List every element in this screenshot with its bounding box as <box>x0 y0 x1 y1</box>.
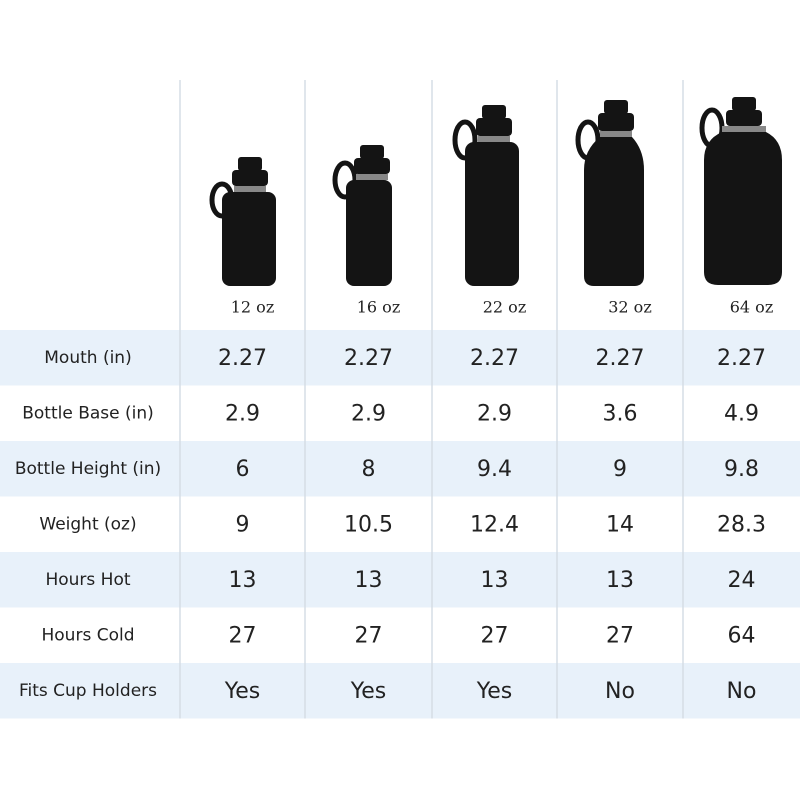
row-label: Fits Cup Holders <box>19 681 157 701</box>
cell-value: 2.27 <box>470 346 519 371</box>
cell-value: Yes <box>476 679 513 704</box>
cell-value: 9 <box>613 457 627 482</box>
column-lines <box>179 80 684 719</box>
cell-value: 27 <box>229 623 257 648</box>
cell-value: 27 <box>481 623 509 648</box>
bottle-16oz <box>332 145 392 286</box>
cell-value: 64 <box>728 623 756 648</box>
cell-value: 9 <box>236 512 250 537</box>
row-label: Hours Cold <box>42 625 135 645</box>
row-band <box>0 663 800 719</box>
row-bands <box>0 330 800 719</box>
cell-value: 27 <box>606 623 634 648</box>
cell-value: 4.9 <box>724 401 759 426</box>
bottle-64oz <box>699 97 782 285</box>
row-band <box>0 441 800 497</box>
row-label: Mouth (in) <box>44 348 131 368</box>
bottles <box>209 97 782 286</box>
column-header: 16 oz <box>357 298 401 317</box>
column-header: 32 oz <box>608 298 652 317</box>
row-label: Hours Hot <box>45 570 130 590</box>
cell-value: 13 <box>229 568 257 593</box>
cell-value: Yes <box>224 679 261 704</box>
row-label: Bottle Height (in) <box>15 459 161 479</box>
cell-value: 10.5 <box>344 512 393 537</box>
cell-value: No <box>605 679 635 704</box>
cell-value: 2.9 <box>225 401 260 426</box>
cell-value: 24 <box>728 568 756 593</box>
bottle-22oz <box>452 105 519 286</box>
cell-value: 2.27 <box>717 346 766 371</box>
cell-value: 2.9 <box>477 401 512 426</box>
column-header: 64 oz <box>730 298 774 317</box>
cell-value: 13 <box>355 568 383 593</box>
cell-value: 2.27 <box>596 346 645 371</box>
column-header: 12 oz <box>231 298 275 317</box>
row-band <box>0 552 800 608</box>
cell-value: 2.27 <box>344 346 393 371</box>
row-label: Bottle Base (in) <box>22 403 154 423</box>
cell-value: 14 <box>606 512 634 537</box>
cell-value: 13 <box>606 568 634 593</box>
cell-value: 28.3 <box>717 512 766 537</box>
table-text: Mouth (in) 2.27 2.27 2.27 2.27 2.27 Bottle Bas… <box>15 298 773 704</box>
cell-value: 2.27 <box>218 346 267 371</box>
cell-value: 3.6 <box>603 401 638 426</box>
cell-value: 12.4 <box>470 512 519 537</box>
row-band <box>0 330 800 386</box>
column-header: 22 oz <box>483 298 527 317</box>
cell-value: 27 <box>355 623 383 648</box>
cell-value: 9.8 <box>724 457 759 482</box>
bottle-32oz <box>575 100 644 286</box>
cell-value: 9.4 <box>477 457 512 482</box>
cell-value: 2.9 <box>351 401 386 426</box>
row-label: Weight (oz) <box>39 514 136 534</box>
cell-value: Yes <box>350 679 387 704</box>
cell-value: 13 <box>481 568 509 593</box>
cell-value: No <box>727 679 757 704</box>
bottle-12oz <box>209 157 276 286</box>
cell-value: 8 <box>362 457 376 482</box>
cell-value: 6 <box>236 457 250 482</box>
